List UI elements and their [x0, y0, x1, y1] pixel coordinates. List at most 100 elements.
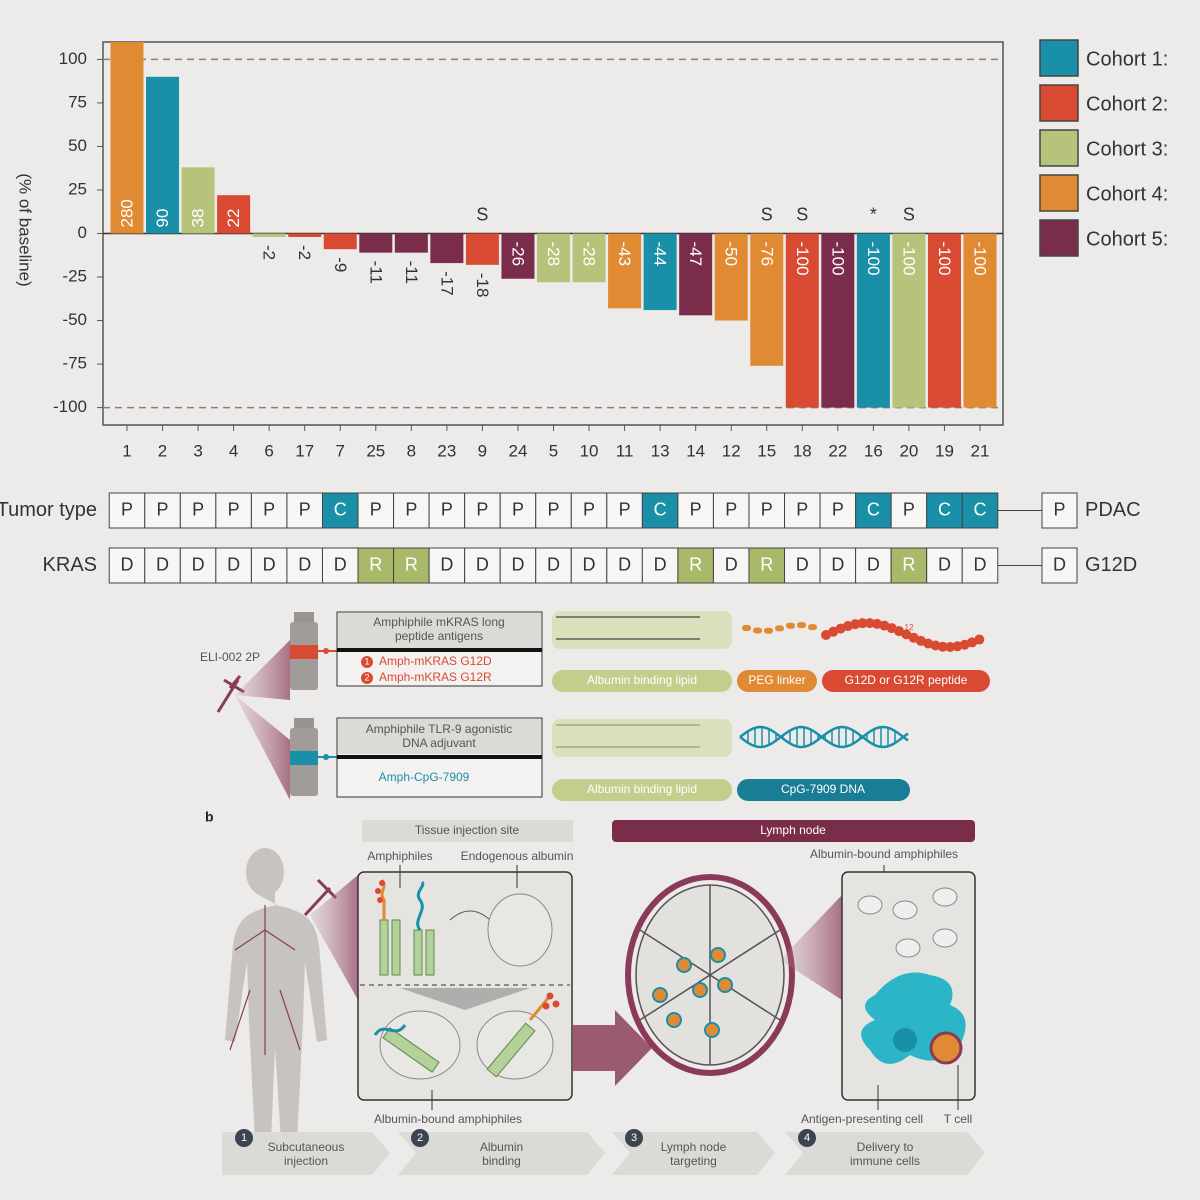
step-chevron — [785, 1132, 985, 1175]
value-label: -11 — [402, 261, 421, 284]
track-value: P — [725, 499, 737, 519]
bar — [927, 233, 961, 408]
track-cell — [393, 547, 430, 584]
track-value: D — [476, 554, 489, 574]
num: 2 — [364, 672, 369, 682]
track-value: P — [761, 499, 773, 519]
track-value: P — [370, 499, 382, 519]
legend-label: Cohort 3: — [1086, 138, 1168, 160]
y-tick-label: -50 — [62, 310, 87, 329]
step-text: Albumin — [480, 1140, 523, 1154]
cells — [857, 887, 966, 1065]
peg-segment — [764, 627, 773, 634]
track-value: P — [583, 499, 595, 519]
bar — [714, 233, 748, 321]
track-cell — [108, 492, 146, 529]
value-label: -50 — [722, 242, 741, 267]
y-tick-label: -75 — [62, 354, 87, 373]
x-tick-label: 16 — [864, 441, 883, 460]
track-value: D — [974, 554, 987, 574]
pill — [552, 670, 732, 692]
x-tick-label: 5 — [549, 441, 558, 460]
track-cell — [428, 547, 466, 584]
step-badge — [798, 1129, 816, 1147]
track-cell — [286, 547, 323, 584]
track-cell — [748, 547, 786, 584]
connector-dot — [323, 754, 329, 760]
y-tick-label: 100 — [59, 49, 87, 68]
box-title: peptide antigens — [395, 629, 483, 643]
track-value: D — [938, 554, 951, 574]
track-value: D — [618, 554, 631, 574]
bar — [963, 233, 997, 408]
panel-a-diagram: ELI-002 2P Amphiphile mKRAS long peptide… — [200, 611, 990, 801]
vial — [290, 718, 318, 796]
label: Amphiphiles — [367, 849, 432, 863]
track-value: D — [121, 554, 134, 574]
x-tick-label: 4 — [229, 441, 238, 460]
pill-label: PEG linker — [748, 673, 805, 687]
step-text: injection — [284, 1154, 328, 1168]
step-text: Delivery to — [857, 1140, 914, 1154]
track-cell — [819, 492, 857, 529]
x-tick-label: 18 — [793, 441, 812, 460]
track-cell — [784, 492, 821, 529]
bead — [864, 618, 875, 629]
label: T cell — [944, 1112, 972, 1126]
value-label: 38 — [189, 209, 208, 228]
section-header — [362, 820, 573, 842]
y-tick-label: -100 — [53, 397, 87, 416]
pill-label: G12D or G12R peptide — [845, 673, 968, 687]
track-value: P — [619, 499, 631, 519]
track-key-label: PDAC — [1085, 499, 1141, 521]
track-label: KRAS — [43, 554, 97, 576]
bar — [359, 233, 393, 253]
track-cell — [855, 492, 892, 529]
track-value: D — [654, 554, 667, 574]
antigen-item: Amph-mKRAS G12D — [379, 654, 492, 668]
value-label: -43 — [615, 242, 634, 267]
bar — [181, 167, 215, 234]
bar — [821, 233, 855, 408]
track-cell — [108, 547, 146, 584]
arrow — [573, 1010, 652, 1086]
y-tick-label: 50 — [68, 136, 87, 155]
value-label: -28 — [580, 242, 599, 267]
value-label: -2 — [295, 245, 314, 260]
track-cell — [357, 547, 395, 584]
track-key-label: G12D — [1085, 554, 1137, 576]
marker: S — [476, 204, 488, 224]
x-tick-label: 21 — [971, 441, 990, 460]
box-title: Amphiphile mKRAS long — [373, 615, 504, 629]
x-tick-label: 14 — [686, 441, 705, 460]
bar — [465, 233, 499, 265]
lymph-node — [625, 874, 795, 1076]
marker: S — [903, 204, 915, 224]
legend-swatch — [1039, 84, 1079, 122]
track-cell — [250, 547, 288, 584]
value-label: -26 — [508, 242, 527, 267]
peg-segment — [775, 625, 784, 632]
track-key-cell — [1041, 547, 1078, 584]
track-cell — [250, 492, 288, 529]
track-value: R — [902, 554, 915, 574]
x-tick-label: 22 — [828, 441, 847, 460]
legend-label: Cohort 2: — [1086, 93, 1168, 115]
value-label: -28 — [544, 242, 563, 267]
track-cell — [393, 492, 430, 529]
box-title: Amphiphile TLR-9 agonistic — [366, 722, 513, 736]
peg-segment — [786, 622, 795, 629]
bar — [892, 233, 926, 408]
section-header — [612, 820, 975, 842]
track-value: C — [938, 499, 951, 519]
bar — [572, 233, 606, 283]
box-header — [338, 613, 541, 648]
bead — [850, 619, 861, 630]
vial — [290, 612, 318, 690]
track-cell — [677, 492, 714, 529]
track-value: P — [441, 499, 453, 519]
track-cell — [641, 492, 679, 529]
step-chevron — [612, 1132, 775, 1175]
track-value: D — [440, 554, 453, 574]
track-cell — [286, 492, 323, 529]
